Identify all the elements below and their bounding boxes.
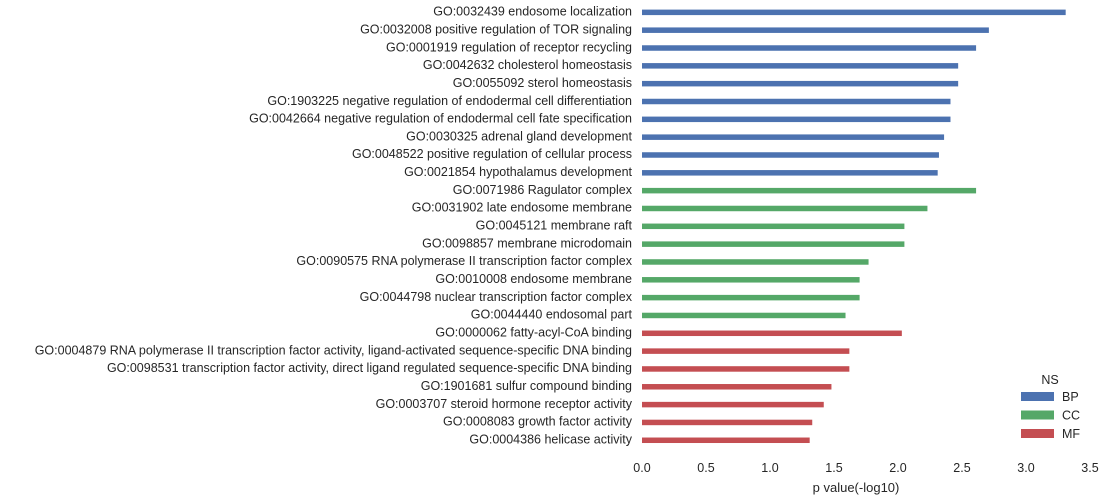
bars-group [642,9,1066,444]
bar [642,259,869,265]
category-label: GO:0004386 helicase activity [469,433,632,447]
bar [642,366,850,372]
legend-title: NS [1041,373,1058,387]
category-label: GO:0032439 endosome localization [433,5,632,19]
x-tick-label: 1.5 [825,461,842,475]
bar [642,187,977,194]
category-label: GO:0042664 negative regulation of endode… [249,112,632,126]
x-axis-label: p value(-log10) [813,480,900,495]
bar [642,45,977,51]
bar [642,241,905,247]
category-label: GO:0042632 cholesterol homeostasis [423,58,632,72]
bar [642,437,810,444]
x-tick-label: 1.0 [761,461,778,475]
x-axis-ticks: 0.0 0.5 1.0 1.5 2.0 2.5 3.0 3.5 [633,461,1098,475]
legend-label: CC [1062,409,1080,423]
bar [642,116,951,123]
category-label: GO:0044798 nuclear transcription factor … [360,290,633,304]
bar [642,27,989,33]
bar [642,170,938,176]
bar [642,9,1066,16]
category-label: GO:1903225 negative regulation of endode… [267,94,632,108]
x-tick-label: 0.5 [697,461,714,475]
category-label: GO:1901681 sulfur compound binding [421,379,632,393]
category-label: GO:0000062 fatty-acyl-CoA binding [435,326,632,340]
category-label: GO:0010008 endosome membrane [435,272,632,286]
bar [642,152,939,158]
legend-swatch [1021,410,1054,420]
category-label: GO:0090575 RNA polymerase II transcripti… [296,254,632,268]
category-label: GO:0098857 membrane microdomain [422,236,632,250]
x-tick-label: 0.0 [633,461,650,475]
legend: NS BP CC MF [1021,373,1080,441]
legend-label: MF [1062,427,1080,441]
legend-swatch [1021,429,1054,438]
category-label: GO:0030325 adrenal gland development [406,129,632,143]
bar [642,277,860,283]
bar [642,134,945,140]
category-label: GO:0044440 endosomal part [471,308,633,322]
bar [642,205,928,212]
x-tick-label: 3.0 [1017,461,1034,475]
bar [642,63,959,69]
category-label: GO:0004879 RNA polymerase II transcripti… [35,343,632,357]
category-label: GO:0055092 sterol homeostasis [453,76,632,90]
category-label: GO:0003707 steroid hormone receptor acti… [376,397,633,411]
bar [642,312,846,319]
legend-swatch [1021,392,1054,401]
category-label: GO:0098531 transcription factor activity… [107,361,632,375]
legend-label: BP [1062,390,1079,404]
bar [642,401,824,408]
x-tick-label: 2.5 [953,461,970,475]
bar [642,330,902,337]
category-label: GO:0031902 late endosome membrane [412,201,632,215]
category-label: GO:0008083 growth factor activity [443,415,633,429]
bar [642,98,951,105]
x-tick-label: 2.0 [889,461,906,475]
category-labels: GO:0032439 endosome localization GO:00320… [35,5,633,447]
category-label: GO:0021854 hypothalamus development [404,165,632,179]
category-label: GO:0001919 regulation of receptor recycl… [386,40,632,54]
category-label: GO:0048522 positive regulation of cellul… [352,147,632,161]
bar [642,223,905,230]
category-label: GO:0032008 positive regulation of TOR si… [360,22,632,36]
bar [642,419,813,426]
x-tick-label: 3.5 [1081,461,1098,475]
bar [642,384,832,390]
category-label: GO:0071986 Ragulator complex [453,183,633,197]
bar [642,80,959,87]
category-label: GO:0045121 membrane raft [476,219,633,233]
bar [642,348,850,354]
bar [642,294,860,301]
